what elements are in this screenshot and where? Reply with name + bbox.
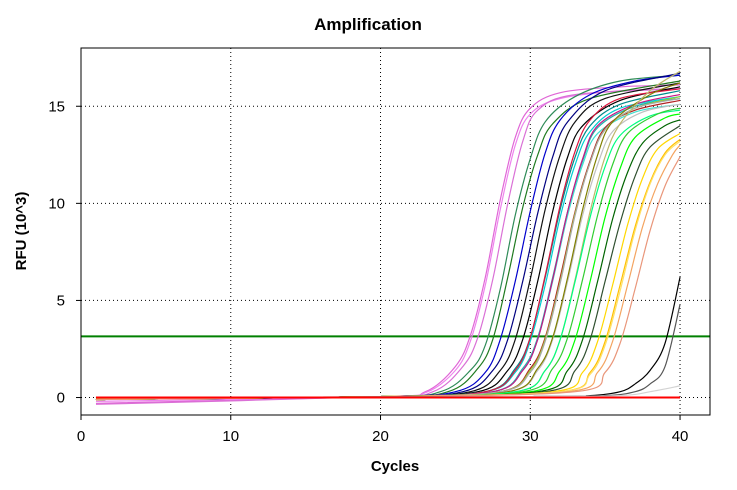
y-tick-label: 5 xyxy=(57,292,65,309)
grid-layer xyxy=(81,48,710,415)
series-line-17 xyxy=(95,95,681,401)
series-line-10 xyxy=(95,90,681,401)
series-line-11 xyxy=(95,95,681,401)
series-line-33 xyxy=(95,304,681,399)
x-axis-label: Cycles xyxy=(371,458,419,475)
series-line-31 xyxy=(95,156,681,401)
x-tick-label: 10 xyxy=(222,428,239,445)
x-tick-label: 40 xyxy=(672,428,689,445)
series-line-8 xyxy=(95,82,681,401)
y-axis-label: RFU (10^3) xyxy=(13,192,30,271)
y-tick-label: 15 xyxy=(48,98,65,115)
plot-area xyxy=(80,47,711,416)
x-tick-label: 20 xyxy=(372,428,389,445)
x-tick-label: 30 xyxy=(522,428,539,445)
series-layer xyxy=(95,70,681,405)
series-line-26 xyxy=(95,125,681,401)
series-line-25 xyxy=(95,119,681,401)
series-line-20 xyxy=(95,82,681,401)
y-tick-label: 0 xyxy=(57,390,65,407)
chart-title: Amplification xyxy=(314,15,422,34)
y-tick-label: 10 xyxy=(48,195,65,212)
x-tick-label: 0 xyxy=(77,428,85,445)
tick-layer: 0 10 20 30 40 0 5 10 15 xyxy=(48,98,688,445)
